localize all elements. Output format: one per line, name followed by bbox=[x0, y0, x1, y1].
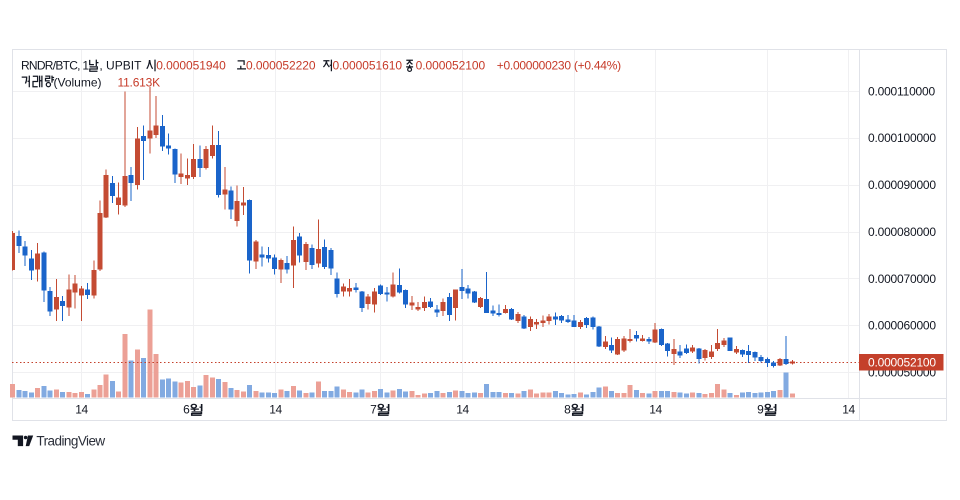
svg-text:14: 14 bbox=[842, 403, 855, 417]
svg-text:14: 14 bbox=[75, 403, 88, 417]
svg-text:0.000060000: 0.000060000 bbox=[868, 319, 936, 333]
svg-text:0.000051610: 0.000051610 bbox=[333, 59, 403, 73]
svg-text:0.000080000: 0.000080000 bbox=[868, 225, 936, 239]
svg-text:0.000100000: 0.000100000 bbox=[868, 131, 936, 145]
svg-text:0.000070000: 0.000070000 bbox=[868, 272, 936, 286]
svg-text:RNDR/BTC, 1: RNDR/BTC, 1 bbox=[21, 59, 89, 73]
svg-text:14: 14 bbox=[269, 403, 282, 417]
svg-text:14: 14 bbox=[649, 403, 662, 417]
svg-text:14: 14 bbox=[456, 403, 469, 417]
svg-text:(Volume): (Volume) bbox=[54, 75, 102, 89]
svg-text:0.000052100: 0.000052100 bbox=[868, 356, 936, 370]
svg-text:11.613K: 11.613K bbox=[118, 75, 161, 89]
svg-text:6: 6 bbox=[183, 403, 190, 417]
svg-text:+0.000000230 (+0.44%): +0.000000230 (+0.44%) bbox=[497, 59, 621, 73]
svg-text:8: 8 bbox=[564, 403, 571, 417]
svg-text:9: 9 bbox=[757, 403, 764, 417]
svg-text:0.000090000: 0.000090000 bbox=[868, 178, 936, 192]
svg-text:0.000110000: 0.000110000 bbox=[868, 84, 936, 98]
svg-text:, UPBIT: , UPBIT bbox=[99, 59, 142, 73]
svg-text:0.000052220: 0.000052220 bbox=[246, 59, 316, 73]
svg-text:7: 7 bbox=[370, 403, 377, 417]
svg-text:TradingView: TradingView bbox=[36, 434, 105, 449]
svg-text:0.000051940: 0.000051940 bbox=[156, 59, 226, 73]
svg-text:0.000052100: 0.000052100 bbox=[416, 59, 486, 73]
